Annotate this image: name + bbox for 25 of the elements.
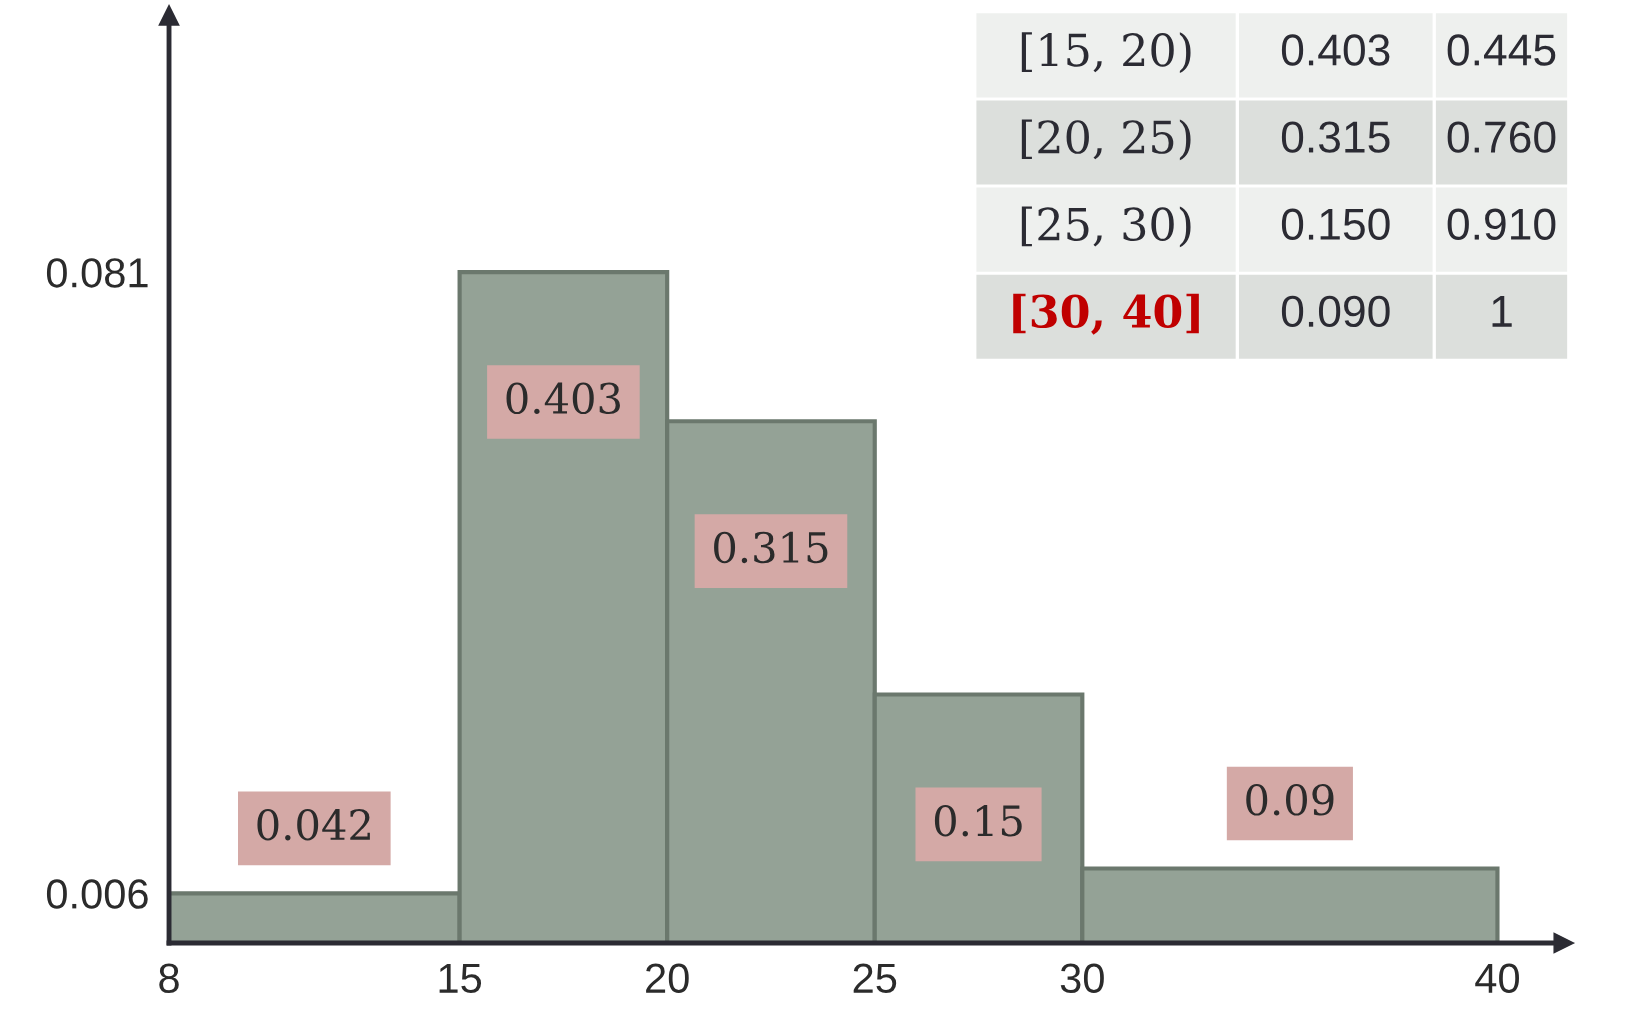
y-tick-label: 0.006 [46, 879, 148, 909]
annotation: 0.445 [1447, 34, 1556, 66]
annotation: 0.042 [257, 808, 370, 841]
annotation: 0.15 [934, 804, 1022, 837]
annotation: [15, 20) [1021, 32, 1191, 73]
annotation: 0.403 [506, 382, 620, 415]
annotation: 0.760 [1447, 121, 1556, 153]
annotation: 0.315 [714, 531, 828, 564]
annotation: 0.403 [1281, 34, 1390, 66]
annotation: [20, 25) [1021, 119, 1191, 161]
annotation: 1 [1492, 296, 1512, 327]
annotation: [25, 30) [1021, 206, 1191, 248]
x-tick-label: 8 [159, 963, 179, 994]
annotation: 0.315 [1281, 121, 1390, 153]
x-tick-label: 30 [1060, 963, 1104, 994]
x-tick-label: 15 [439, 963, 482, 994]
x-tick-label: 25 [853, 963, 897, 994]
annotation: 0.090 [1281, 295, 1390, 328]
y-tick-label: 0.081 [46, 258, 148, 288]
annotation: 0.150 [1281, 208, 1390, 240]
annotation: 0.910 [1447, 208, 1556, 240]
x-tick-label: 20 [646, 963, 689, 994]
annotation: [30, 40] [1013, 293, 1199, 335]
x-tick-label: 40 [1475, 963, 1519, 994]
annotation: 0.09 [1246, 784, 1334, 816]
